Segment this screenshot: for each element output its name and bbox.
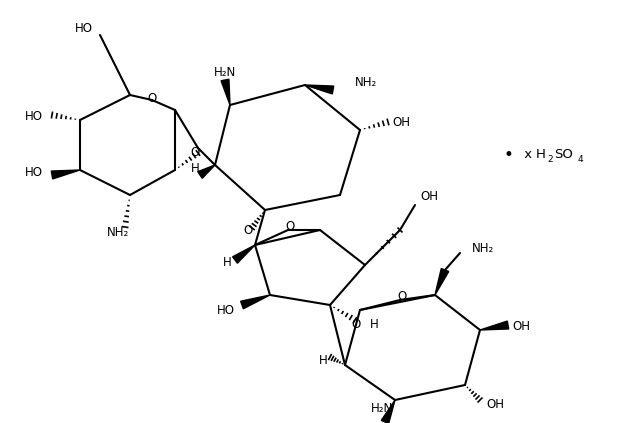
Text: O: O [243,223,253,236]
Polygon shape [232,245,255,263]
Text: H: H [223,255,232,269]
Polygon shape [51,170,80,179]
Text: OH: OH [512,319,530,332]
Text: H: H [370,318,379,330]
Text: H: H [536,148,546,162]
Text: OH: OH [420,190,438,203]
Polygon shape [480,321,509,330]
Text: 4: 4 [578,156,584,165]
Polygon shape [305,85,333,94]
Text: NH₂: NH₂ [472,242,494,255]
Text: O: O [351,318,360,330]
Text: x: x [520,148,532,162]
Text: HO: HO [25,165,43,179]
Polygon shape [435,269,449,295]
Text: HO: HO [217,303,235,316]
Text: H: H [319,354,328,366]
Text: OH: OH [392,115,410,129]
Text: HO: HO [75,22,93,35]
Polygon shape [198,165,215,179]
Text: O: O [285,220,294,233]
Text: O: O [147,91,157,104]
Polygon shape [381,400,395,423]
Polygon shape [221,79,230,105]
Text: NH₂: NH₂ [107,226,129,239]
Text: HO: HO [25,110,43,123]
Text: O: O [397,291,406,303]
Polygon shape [241,295,270,309]
Text: NH₂: NH₂ [355,75,377,88]
Text: H₂N: H₂N [214,66,236,79]
Text: OH: OH [486,398,504,412]
Text: •: • [503,146,513,164]
Text: H₂N: H₂N [371,401,393,415]
Text: O: O [190,146,200,159]
Text: H: H [191,162,200,175]
Text: 2: 2 [547,156,552,165]
Text: SO: SO [554,148,573,162]
